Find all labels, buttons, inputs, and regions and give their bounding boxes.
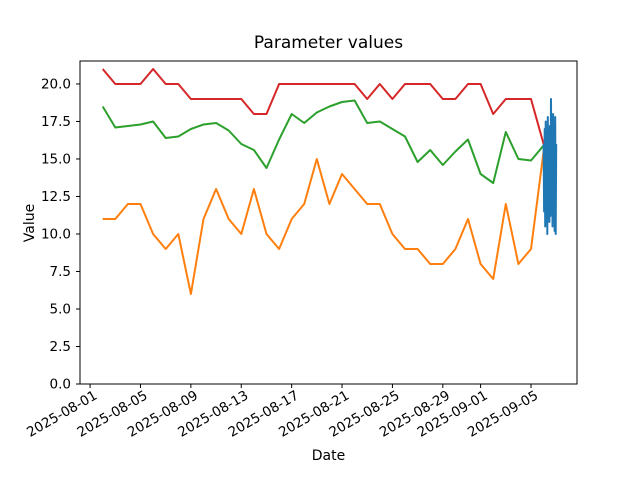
y-tick-label: 2.5 (50, 339, 71, 355)
series-line-orange-daily (102, 151, 545, 295)
y-tick-label: 0.0 (50, 377, 71, 393)
series-line-red-daily (101, 68, 545, 145)
series-line-blue-hourly (542, 98, 558, 235)
y-axis-label: Value (22, 203, 38, 243)
y-tick-label: 15.0 (41, 151, 71, 167)
x-axis-label: Date (311, 448, 346, 464)
chart-title: Parameter values (253, 33, 404, 53)
series-line-green-daily (101, 99, 545, 184)
y-tick-label: 17.5 (41, 114, 71, 130)
y-tick-label: 10.0 (41, 226, 71, 242)
y-tick-label: 12.5 (41, 189, 71, 205)
plot-border (79, 60, 578, 385)
y-tick-label: 5.0 (50, 301, 71, 317)
y-tick-label: 7.5 (50, 264, 71, 280)
y-tick-label: 20.0 (41, 76, 71, 92)
